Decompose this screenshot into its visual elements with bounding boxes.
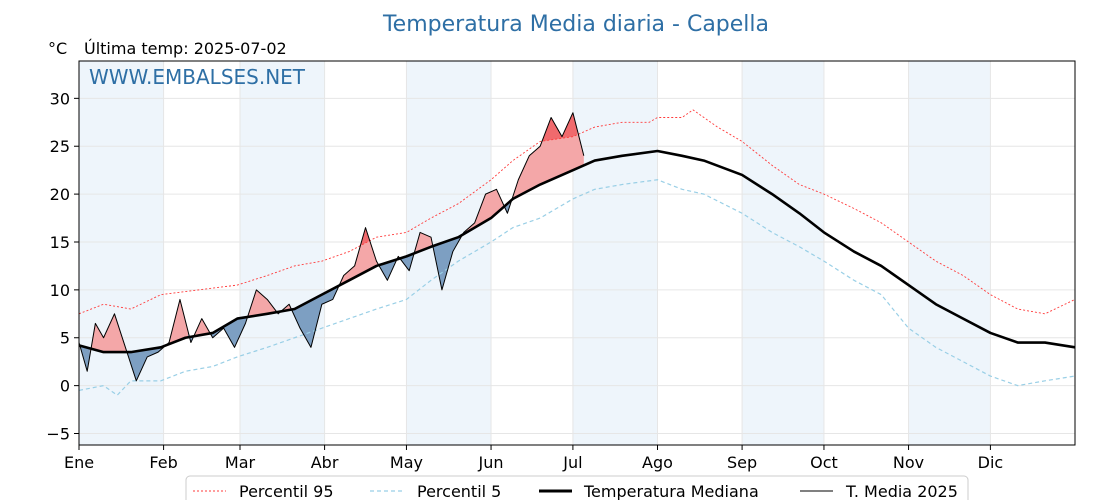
series-mean2025-line [78,112,585,382]
legend-p5-label: Percentil 5 [417,482,501,500]
series-p95-line [78,109,1076,315]
x-tick-label: Sep [727,453,757,472]
x-tick-label: Nov [893,453,924,472]
x-tick-label: Oct [810,453,838,472]
fill-above-median [164,299,189,347]
y-tick-label: 25 [50,137,70,156]
legend-mean2025-label: T. Media 2025 [845,482,958,500]
series-lines [78,109,1076,396]
y-tick-label: 0 [60,377,70,396]
y-tick-label: 30 [50,89,70,108]
y-tick-label: 20 [50,185,70,204]
month-band [79,61,164,445]
x-tick-label: Feb [149,453,177,472]
plot-frame [78,60,1076,446]
y-tick-label: 15 [50,233,70,252]
fill-above-median [193,318,210,337]
series-median-line [78,149,1076,354]
month-band [572,61,658,445]
x-axis-ticks: Ene Feb Mar Abr May Jun Jul Ago Sep Oct Nov Dic [64,445,1003,472]
x-tick-label: Jul [562,453,582,472]
legend-box [185,475,969,500]
legend-median-label: Temperatura Mediana [583,482,759,500]
month-band [742,61,824,445]
x-tick-label: Dic [978,453,1004,472]
y-tick-label: 5 [60,329,70,348]
legend: Percentil 95 Percentil 5 Temperatura Med… [185,475,969,500]
y-unit-label: °C [48,39,67,58]
y-tick-label: 10 [50,281,70,300]
last-temp-label: Última temp: 2025-07-02 [84,39,287,58]
series-p5-line [78,179,1076,396]
fill-above-median [461,189,504,238]
fill-above-median [338,227,378,288]
fill-below-median [126,345,165,381]
y-tick-label: −5 [46,425,70,444]
x-tick-label: Ene [64,453,94,472]
x-tick-label: May [390,453,423,472]
plot-background [79,61,991,445]
fill-above-median [413,232,433,257]
x-tick-label: Ago [642,453,673,472]
chart-title: Temperatura Media diaria - Capella [382,12,769,37]
x-tick-label: Jun [478,453,504,472]
x-tick-label: Mar [225,453,256,472]
fill-below-median [79,342,90,372]
legend-p95-label: Percentil 95 [239,482,334,500]
y-axis-ticks: −5 0 5 10 15 20 25 30 [46,89,79,444]
fill-above-p95 [542,112,577,142]
x-tick-label: Abr [311,453,339,472]
month-band [908,61,991,445]
watermark: WWW.EMBALSES.NET [89,65,306,89]
month-band [239,61,325,445]
fill-above-p95 [361,227,370,246]
